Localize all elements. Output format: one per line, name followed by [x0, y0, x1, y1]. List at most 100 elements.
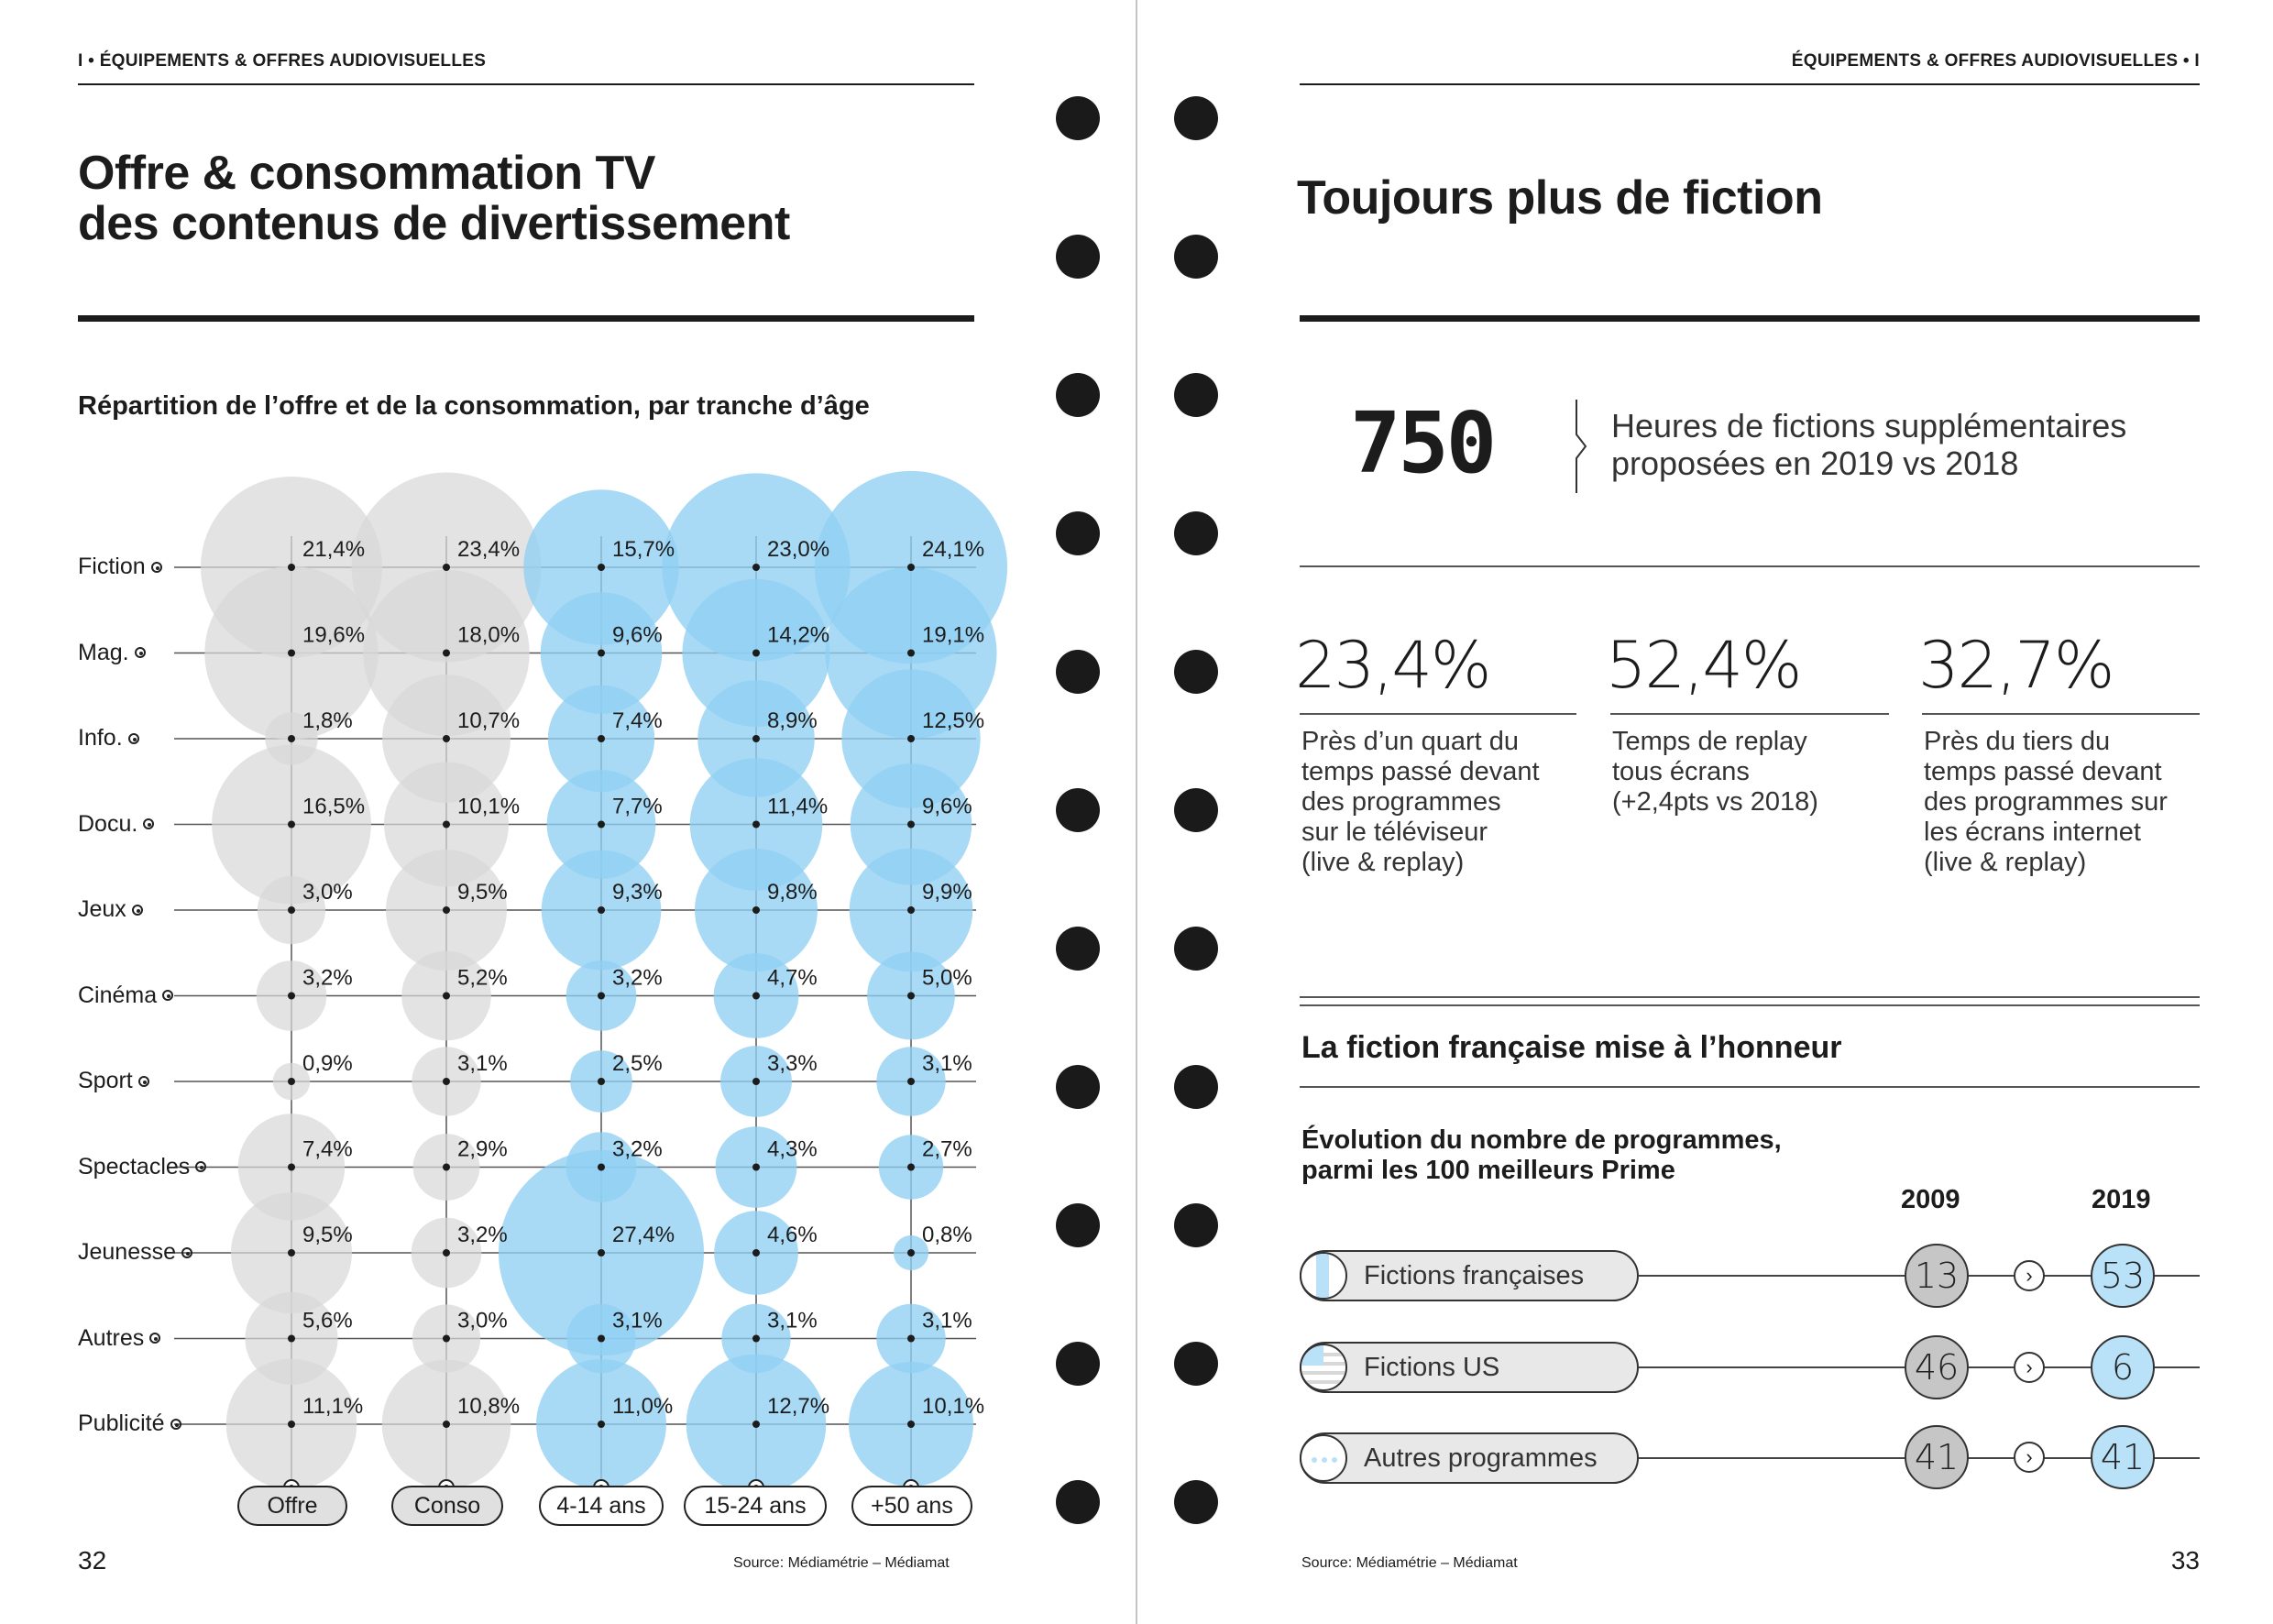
intersection-dot: [443, 1334, 450, 1343]
value-label: 3,0%: [457, 1309, 508, 1333]
value-label: 9,9%: [922, 880, 972, 905]
binder-hole: [1174, 235, 1218, 279]
value-label: 12,5%: [922, 708, 984, 733]
big-text-line-2: proposées en 2019 vs 2018: [1611, 444, 2019, 482]
binder-hole: [1056, 1065, 1100, 1109]
row-label-text: Mag.: [78, 639, 129, 665]
intersection-dot: [598, 1421, 605, 1428]
value-label: 9,5%: [457, 880, 508, 905]
french-flag-icon: [1300, 1252, 1347, 1300]
row-label-fiction: Fiction: [78, 554, 162, 580]
stat-text-2: Temps de replay tous écrans (+2,4pts vs 20…: [1612, 727, 1818, 817]
year-2009: 2009: [1901, 1185, 1960, 1214]
value-2009: 46: [1905, 1335, 1969, 1399]
column-label-15-24: 15-24 ans: [684, 1486, 827, 1526]
row-label-text: Info.: [78, 725, 123, 751]
page-number-right: 33: [2170, 1546, 2200, 1575]
value-label: 14,2%: [767, 623, 829, 648]
intersection-dot: [288, 564, 295, 571]
stat-value-3: 32,7%: [1918, 628, 2114, 703]
row-label-text: Fiction: [78, 554, 146, 579]
intersection-dot: [598, 906, 605, 914]
intersection-dot: [752, 564, 760, 571]
intersection-dot: [907, 1078, 915, 1085]
column-label-offre: Offre: [237, 1486, 347, 1526]
value-2019: 41: [2091, 1425, 2155, 1489]
intersection-dot: [288, 1334, 295, 1343]
value-label: 3,2%: [612, 966, 663, 991]
intersection-dot: [752, 1163, 760, 1171]
value-2009: 41: [1905, 1425, 1969, 1489]
value-label: 5,2%: [457, 966, 508, 991]
binder-hole: [1174, 511, 1218, 555]
source-left: Source: Médiamétrie – Médiamat: [733, 1555, 950, 1571]
intersection-dot: [907, 1421, 915, 1428]
value-label: 11,4%: [767, 795, 828, 819]
value-label: 3,2%: [457, 1223, 508, 1247]
intersection-dot: [288, 906, 295, 914]
row-label-jeunesse: Jeunesse: [78, 1239, 193, 1266]
intersection-dot: [443, 564, 450, 571]
intersection-dot: [443, 1078, 450, 1085]
title-line-1: Offre & consommation TV: [78, 147, 655, 200]
intersection-dot: [752, 1249, 760, 1256]
intersection-dot: [443, 1249, 450, 1256]
left-page-header: I • ÉQUIPEMENTS & OFFRES AUDIOVISUELLES: [78, 51, 487, 71]
value-label: 3,1%: [457, 1051, 508, 1076]
header-rule: [78, 83, 974, 85]
binder-hole: [1056, 650, 1100, 694]
big-number-text: Heures de fictions supplémentaires propo…: [1611, 407, 2126, 482]
us-flag-icon: [1300, 1344, 1347, 1391]
value-label: 0,9%: [302, 1051, 353, 1076]
value-label: 23,4%: [457, 537, 520, 562]
value-label: 4,3%: [767, 1137, 818, 1162]
row-label-text: Docu.: [78, 810, 138, 837]
value-label: 2,5%: [612, 1051, 663, 1076]
intersection-dot: [443, 735, 450, 742]
intersection-dot: [288, 820, 295, 828]
row-label-mag-: Mag.: [78, 640, 146, 666]
value-label: 3,2%: [302, 966, 353, 991]
binder-hole: [1056, 373, 1100, 417]
target-dot-icon: [131, 904, 143, 916]
target-dot-icon: [162, 990, 174, 1001]
value-label: 27,4%: [612, 1223, 675, 1247]
value-label: 18,0%: [457, 623, 520, 648]
binder-hole: [1174, 1065, 1218, 1109]
row-label-text: Autres: [78, 1324, 145, 1351]
divider-1: [1300, 565, 2200, 567]
intersection-dot: [907, 1249, 915, 1256]
divider-3: [1300, 1086, 2200, 1088]
arrow-right-icon: ›: [2014, 1442, 2045, 1473]
value-labels: 21,4% 19,6% 1,8% 16,5% 3,0% 3,2% 0,9% 7,4% 9,5% 5…: [302, 537, 984, 1419]
row-label-sport: Sport: [78, 1068, 149, 1094]
value-label: 8,9%: [767, 708, 818, 733]
bracket-icon: [1576, 400, 1587, 493]
intersection-dot: [443, 1421, 450, 1428]
value-label: 21,4%: [302, 537, 365, 562]
program-label: Fictions US: [1364, 1352, 1500, 1382]
evolution-title-line-2: parmi les 100 meilleurs Prime: [1301, 1156, 1675, 1185]
row-label-docu-: Docu.: [78, 810, 155, 838]
binder-hole: [1174, 1342, 1218, 1386]
value-label: 3,1%: [767, 1309, 818, 1333]
title-rule-right: [1300, 315, 2200, 322]
row-label-jeux: Jeux: [78, 896, 143, 923]
source-right: Source: Médiamétrie – Médiamat: [1301, 1555, 1518, 1571]
intersection-dot: [907, 1163, 915, 1171]
intersection-dot: [752, 906, 760, 914]
target-dot-icon: [127, 732, 139, 744]
intersection-dot: [752, 1334, 760, 1343]
value-label: 16,5%: [302, 795, 365, 819]
intersection-dot: [443, 906, 450, 914]
target-dot-icon: [134, 647, 146, 658]
header-rule-right: [1300, 83, 2200, 85]
program-pill: Autres programmes: [1300, 1432, 1639, 1484]
value-label: 19,1%: [922, 623, 984, 648]
intersection-dot: [907, 906, 915, 914]
intersection-dot: [598, 1078, 605, 1085]
year-2019: 2019: [2092, 1185, 2151, 1214]
intersection-dot: [907, 992, 915, 1000]
arrow-right-icon: ›: [2014, 1260, 2045, 1291]
page-gutter: [1136, 0, 1137, 1624]
